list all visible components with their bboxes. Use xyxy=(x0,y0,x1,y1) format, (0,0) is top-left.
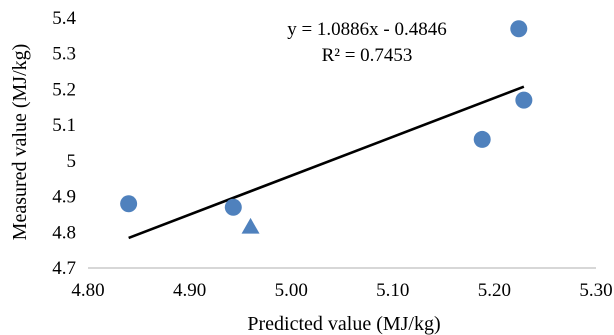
y-tick-label: 4.8 xyxy=(52,222,76,243)
y-tick-label: 4.7 xyxy=(52,258,76,279)
data-point-circle xyxy=(473,130,491,148)
x-tick-label: 4.80 xyxy=(71,280,104,301)
y-tick-label: 4.9 xyxy=(52,187,76,208)
x-axis-title: Predicted value (MJ/kg) xyxy=(247,313,440,335)
x-tick-label: 5.00 xyxy=(275,280,308,301)
data-point-circle xyxy=(224,198,242,216)
y-axis-ticks: 4.7 4.8 4.9 5 5.1 5.2 5.3 5.4 xyxy=(52,8,76,279)
r-squared-label: R² = 0.7453 xyxy=(322,45,413,66)
data-point-circle xyxy=(515,91,533,109)
y-tick-label: 5.2 xyxy=(52,79,76,100)
data-point-triangle xyxy=(241,217,260,234)
x-tick-label: 5.30 xyxy=(579,280,612,301)
data-points xyxy=(120,20,533,234)
y-tick-label: 5.3 xyxy=(52,44,76,65)
y-tick-label: 5.1 xyxy=(52,115,76,136)
x-tick-label: 5.10 xyxy=(376,280,409,301)
x-tick-label: 5.20 xyxy=(478,280,511,301)
data-point-circle xyxy=(510,20,528,38)
x-tick-label: 4.90 xyxy=(173,280,206,301)
y-tick-label: 5.4 xyxy=(52,8,76,29)
y-tick-label: 5 xyxy=(67,151,77,172)
trendline xyxy=(128,85,525,240)
y-axis-title: Measured value (MJ/kg) xyxy=(9,44,31,241)
data-point-circle xyxy=(120,195,138,213)
equation-label: y = 1.0886x - 0.4846 xyxy=(287,19,447,40)
x-axis-ticks: 4.80 4.90 5.00 5.10 5.20 5.30 xyxy=(71,280,612,301)
